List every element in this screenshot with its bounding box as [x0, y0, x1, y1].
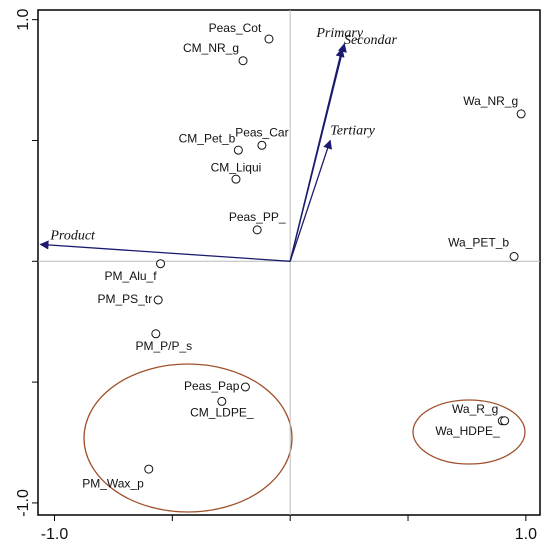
- vector: [289, 139, 332, 262]
- point-label: Wa_R_g: [452, 402, 498, 416]
- point: [240, 382, 250, 392]
- point-label: Peas_Car: [235, 125, 288, 139]
- point-label: CM_Pet_b: [179, 131, 236, 145]
- point: [144, 464, 154, 474]
- point-label: CM_Liqui: [211, 160, 262, 174]
- point: [217, 396, 227, 406]
- point-label: PM_Wax_p: [82, 476, 144, 490]
- group-ellipse: [412, 399, 526, 465]
- point: [238, 56, 248, 66]
- group-ellipse: [83, 363, 293, 513]
- x-tick-label: -1.0: [41, 526, 69, 543]
- point-label: Wa_NR_g: [463, 94, 518, 108]
- y-tick-label: 1.0: [15, 8, 32, 30]
- point: [516, 109, 526, 119]
- point-label: Wa_HDPE_: [435, 424, 500, 438]
- point: [257, 140, 267, 150]
- point-label: PM_PS_tr: [98, 292, 153, 306]
- point-label: Wa_PET_b: [448, 236, 509, 250]
- point-label: PM_Alu_f: [105, 269, 158, 283]
- point: [233, 145, 243, 155]
- x-tick-label: 1.0: [515, 526, 537, 543]
- point-label: Peas_PP_: [229, 210, 286, 224]
- point: [264, 34, 274, 44]
- point: [500, 416, 510, 426]
- plot-frame: [37, 9, 541, 516]
- vector-label: Product: [49, 229, 96, 244]
- point: [153, 295, 163, 305]
- vector-label: Tertiary: [330, 124, 375, 139]
- point: [252, 225, 262, 235]
- y-tick-label: -1.0: [15, 489, 32, 517]
- point: [156, 259, 166, 269]
- vector: [39, 240, 291, 262]
- vector-label: Secondar: [344, 33, 397, 48]
- vector-label: Primary: [315, 26, 363, 41]
- point-label: PM_P/P_s: [135, 339, 192, 353]
- point-label: CM_LDPE_: [190, 406, 254, 420]
- point-label: CM_NR_g: [183, 41, 239, 55]
- point-label: Peas_Cot: [209, 21, 262, 35]
- point-label: Peas_Pap: [184, 379, 240, 393]
- vector: [289, 47, 345, 262]
- point: [509, 251, 519, 261]
- point: [231, 174, 241, 184]
- point: [151, 329, 161, 339]
